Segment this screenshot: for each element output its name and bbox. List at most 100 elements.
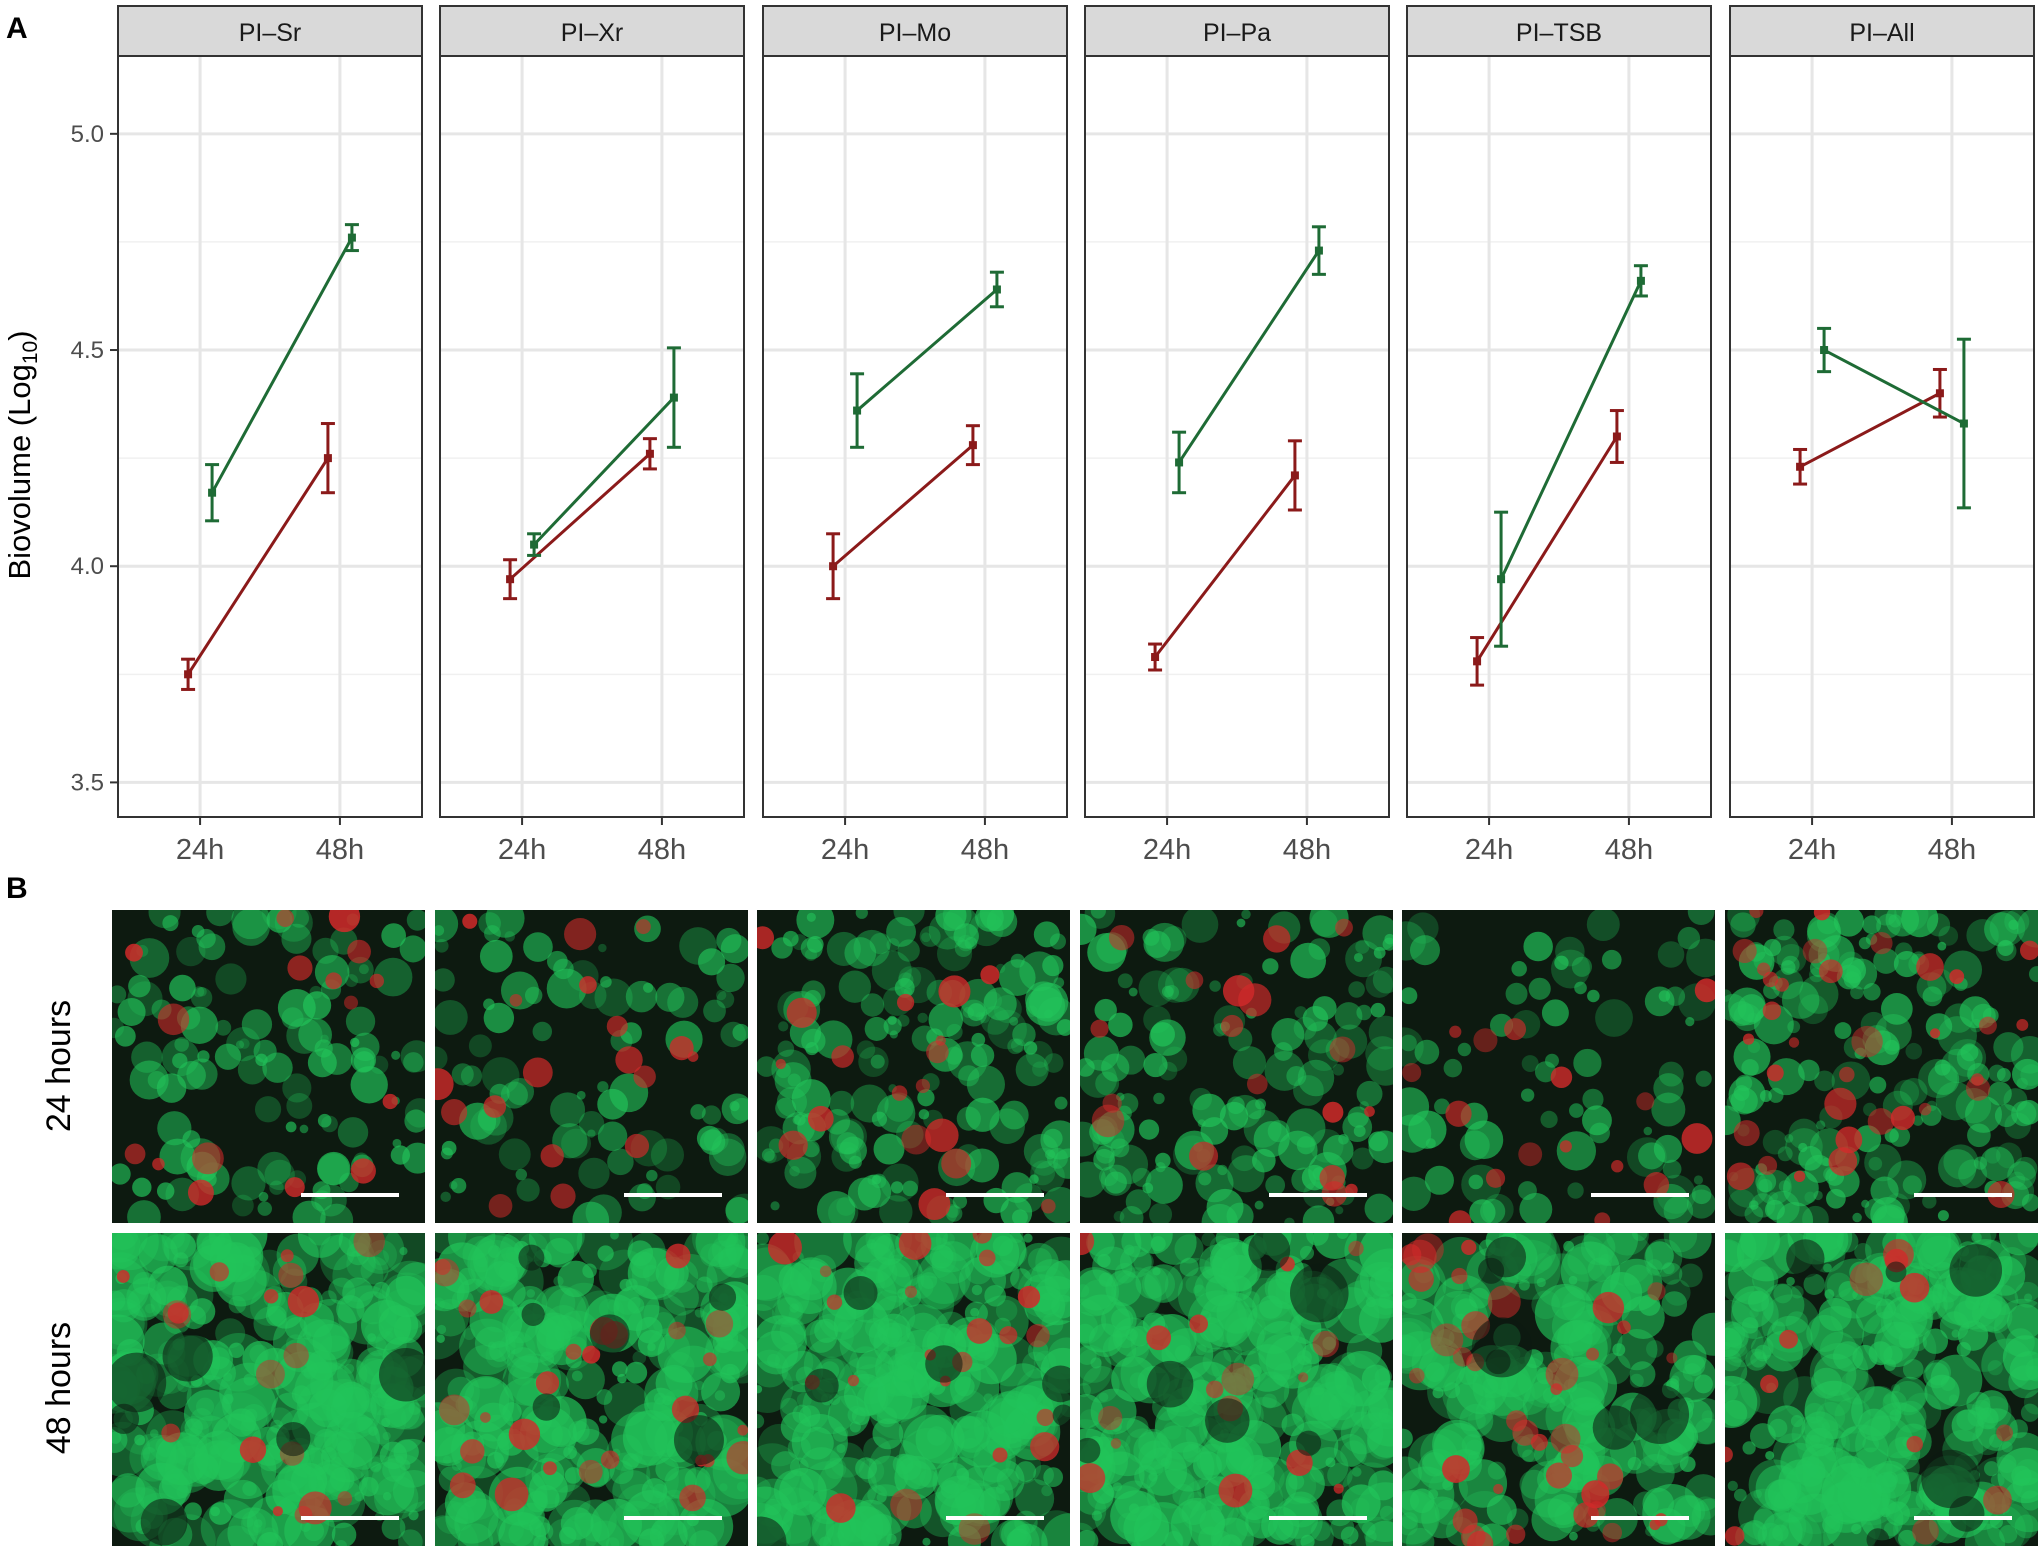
- facet-panel: PI–Sr 24h 48h: [117, 5, 423, 866]
- row-label-24-hours: 24 hours: [40, 1000, 78, 1132]
- panel-b-label: B: [6, 872, 28, 905]
- data-point: [1959, 419, 1968, 428]
- x-tick-label: 24h: [176, 834, 224, 866]
- micrograph: [435, 910, 748, 1223]
- data-point: [530, 540, 539, 549]
- plot-background: [1085, 56, 1389, 817]
- micrograph: [1402, 910, 1715, 1223]
- data-point: [853, 406, 862, 415]
- x-tick-label: 24h: [1788, 834, 1836, 866]
- series-line: [532, 396, 676, 546]
- series-line: [1177, 249, 1321, 464]
- scale-bar: [1591, 1193, 1689, 1197]
- data-point: [208, 488, 217, 497]
- scale-bar: [301, 1516, 399, 1520]
- scale-bar: [301, 1193, 399, 1197]
- y-axis-label: Biovolume (Log10): [2, 330, 42, 579]
- series-line: [186, 457, 330, 676]
- series-line: [832, 444, 974, 568]
- scale-bar: [624, 1516, 722, 1520]
- x-tick-label: 24h: [1465, 834, 1513, 866]
- faceted-line-chart: PI–Sr 24h 48h PI–Xr 24h 48h PI–Mo 24h 48h PI–Pa 24…: [71, 5, 2035, 866]
- data-point: [1935, 389, 1944, 398]
- data-point: [1290, 471, 1299, 480]
- scale-bar: [1269, 1516, 1367, 1520]
- data-point: [1636, 276, 1645, 285]
- data-point: [968, 441, 977, 450]
- x-tick-label: 48h: [1283, 834, 1331, 866]
- facet-strip: [1084, 5, 1390, 57]
- micrograph: [757, 1233, 1070, 1546]
- scale-bar: [624, 1193, 722, 1197]
- y-tick-label: 5.0: [71, 121, 104, 148]
- plot-background: [118, 56, 422, 817]
- micrograph: [112, 1233, 425, 1546]
- x-tick-label: 24h: [1143, 834, 1191, 866]
- plot-background: [1730, 56, 2034, 817]
- data-point: [347, 233, 356, 242]
- scale-bar: [1591, 1516, 1689, 1520]
- x-tick-label: 48h: [961, 834, 1009, 866]
- scale-bar: [1914, 1193, 2012, 1197]
- x-tick-label: 48h: [1605, 834, 1653, 866]
- facet-title: PI–Pa: [1203, 19, 1271, 47]
- data-point: [992, 285, 1001, 294]
- series-line: [1823, 348, 1965, 425]
- data-point: [829, 562, 838, 571]
- scale-bar: [1269, 1193, 1367, 1197]
- facet-strip: [762, 5, 1068, 57]
- micrograph: [1725, 1233, 2038, 1546]
- micrograph: [435, 1233, 748, 1546]
- x-tick-label: 48h: [316, 834, 364, 866]
- plot-background: [440, 56, 744, 817]
- data-point: [506, 575, 515, 584]
- x-tick-label: 48h: [638, 834, 686, 866]
- facet-title: PI–Sr: [239, 19, 302, 47]
- facet-title: PI–All: [1849, 19, 1914, 47]
- scale-bar: [946, 1193, 1044, 1197]
- facet-panel: PI–TSB 24h 48h: [1406, 5, 1712, 866]
- series-line: [1799, 391, 1941, 469]
- facet-title: PI–Mo: [879, 19, 951, 47]
- facet-strip: [117, 5, 423, 57]
- facet-panel: PI–Pa 24h 48h: [1084, 5, 1390, 866]
- plot-background: [763, 56, 1067, 817]
- facet-strip: [1729, 5, 2035, 57]
- facet-title: PI–TSB: [1516, 19, 1602, 47]
- row-label-48-hours: 48 hours: [40, 1322, 78, 1454]
- series-line: [1153, 474, 1297, 658]
- series-line: [856, 288, 998, 412]
- scale-bar: [946, 1516, 1044, 1520]
- x-tick-label: 24h: [821, 834, 869, 866]
- data-point: [1473, 657, 1482, 666]
- micrograph: [757, 910, 1070, 1223]
- micrograph: [1080, 1233, 1393, 1546]
- panel-a-label: A: [6, 12, 28, 45]
- data-point: [184, 670, 193, 679]
- x-tick-label: 24h: [498, 834, 546, 866]
- data-point: [323, 454, 332, 463]
- micrograph: [112, 910, 425, 1223]
- plot-background: [1407, 56, 1711, 817]
- facet-panel: PI–Mo 24h 48h: [762, 5, 1068, 866]
- data-point: [1497, 575, 1506, 584]
- micrograph: [1725, 910, 2038, 1223]
- facet-strip: [439, 5, 745, 57]
- y-tick-label: 4.0: [71, 553, 104, 580]
- series-line: [1499, 280, 1643, 580]
- data-point: [1175, 458, 1184, 467]
- facet-strip: [1406, 5, 1712, 57]
- series-line: [509, 452, 651, 581]
- x-tick-label: 48h: [1928, 834, 1976, 866]
- series-line: [210, 236, 354, 494]
- micrograph-grid: [112, 910, 2038, 1546]
- data-point: [645, 449, 654, 458]
- data-point: [1820, 346, 1829, 355]
- data-point: [1151, 653, 1160, 662]
- data-point: [1314, 246, 1323, 255]
- y-tick-label: 3.5: [71, 769, 104, 796]
- facet-panel: PI–All 24h 48h: [1729, 5, 2035, 866]
- scale-bar: [1914, 1516, 2012, 1520]
- facet-panel: PI–Xr 24h 48h: [439, 5, 745, 866]
